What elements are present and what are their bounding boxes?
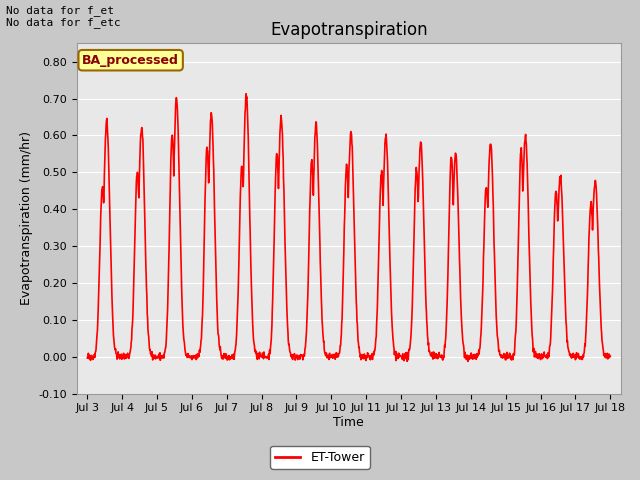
Title: Evapotranspiration: Evapotranspiration bbox=[270, 21, 428, 39]
Y-axis label: Evapotranspiration (mm/hr): Evapotranspiration (mm/hr) bbox=[20, 132, 33, 305]
X-axis label: Time: Time bbox=[333, 416, 364, 429]
Text: BA_processed: BA_processed bbox=[82, 54, 179, 67]
Legend: ET-Tower: ET-Tower bbox=[270, 446, 370, 469]
Text: No data for f_et
No data for f_etc: No data for f_et No data for f_etc bbox=[6, 5, 121, 28]
